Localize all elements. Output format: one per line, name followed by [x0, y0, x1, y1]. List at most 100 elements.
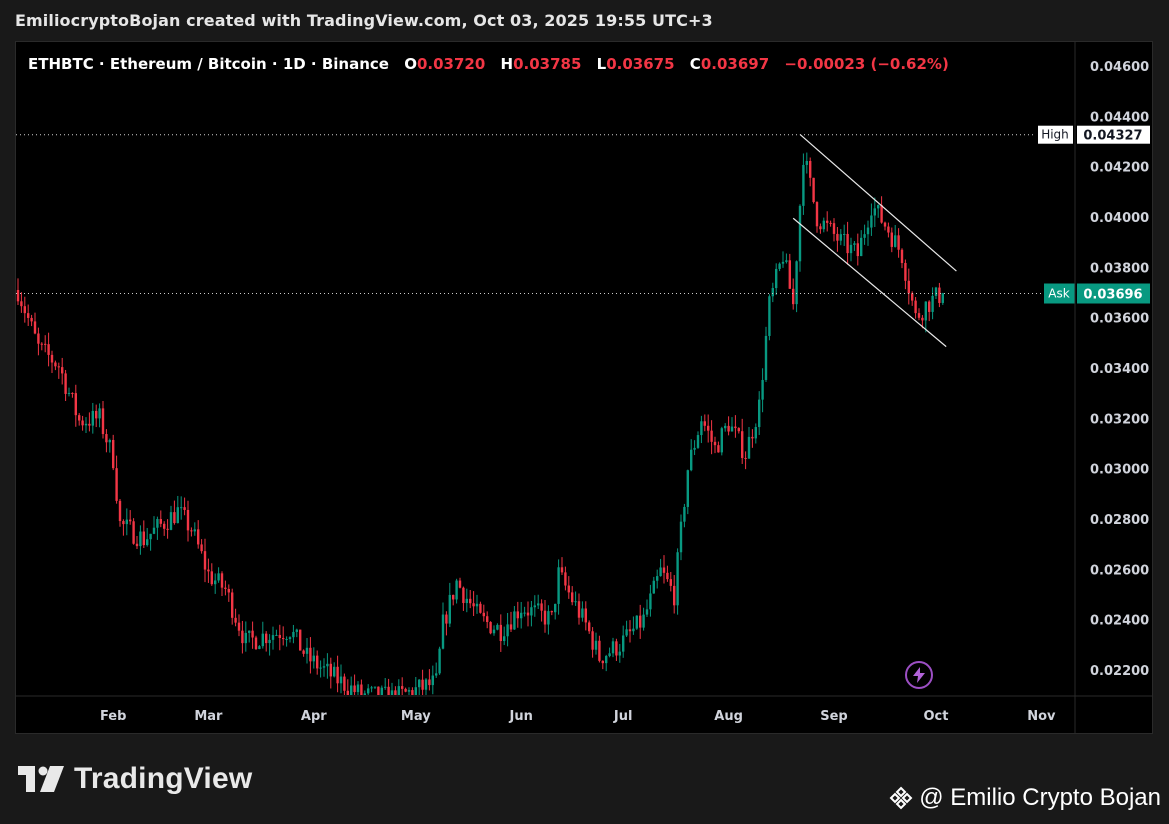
candle-body [343, 676, 346, 691]
candle-body [557, 567, 560, 604]
candle-body [938, 287, 941, 303]
candle-body [863, 234, 866, 238]
candle-body [628, 629, 632, 632]
candle-body [486, 616, 489, 623]
candle-body [588, 622, 591, 632]
high-value: 0.03785 [513, 55, 582, 73]
candle-body [445, 614, 448, 624]
candle-body [356, 684, 360, 693]
candle-body [322, 666, 326, 668]
candle-body [81, 420, 84, 426]
candle-body [319, 667, 322, 669]
candle-body [404, 688, 407, 692]
candle-body [278, 634, 281, 639]
candle-body [931, 295, 934, 312]
candle-body [329, 663, 332, 677]
candle-body [27, 313, 30, 318]
y-tick-label: 0.04400 [1090, 110, 1149, 125]
lightning-icon[interactable] [905, 661, 933, 689]
candle-body [479, 603, 482, 613]
candle-body [900, 249, 904, 264]
y-tick-label: 0.02800 [1090, 513, 1149, 528]
candle-body [815, 202, 819, 227]
candle-body [71, 392, 74, 394]
candle-body [98, 408, 101, 419]
candle-body [448, 594, 451, 624]
candle-body [282, 638, 285, 640]
ask-label: Ask [1048, 287, 1069, 301]
x-tick-label: Apr [301, 709, 327, 724]
candle-body [880, 205, 883, 223]
candle-body [299, 629, 302, 651]
candle-body [795, 261, 798, 305]
candle-body [666, 572, 669, 580]
candle-body [877, 205, 880, 209]
low-value: 0.03675 [606, 55, 675, 73]
candle-body [414, 687, 417, 695]
candle-body [713, 441, 717, 446]
candle-body [207, 569, 210, 572]
candle-body [101, 408, 105, 435]
candle-body [401, 686, 404, 689]
candles [16, 152, 944, 695]
candle-body [275, 634, 278, 636]
candle-body [567, 585, 570, 593]
symbol-label[interactable]: ETHBTC · Ethereum / Bitcoin · 1D · Binan… [28, 55, 389, 73]
candle-body [200, 544, 203, 552]
candle-body [78, 415, 81, 421]
chart-frame[interactable]: High 0.04327 Ask 0.03696 0.04600 0.04400 0.04… [15, 41, 1153, 734]
candle-body [639, 615, 642, 628]
candle-body [747, 436, 751, 459]
candle-body [135, 543, 139, 547]
candle-body [652, 580, 655, 594]
candle-body [152, 527, 156, 534]
candle-body [346, 690, 349, 695]
candle-body [397, 686, 400, 695]
y-tick-label: 0.02600 [1090, 563, 1149, 578]
candle-body [384, 686, 387, 688]
candle-body [941, 293, 944, 303]
candle-body [387, 686, 390, 695]
author-watermark: @ Emilio Crypto Bojan [889, 784, 1161, 812]
candle-body [309, 647, 312, 662]
candle-body [227, 588, 230, 593]
candle-body [700, 421, 703, 436]
candle-body [50, 354, 54, 363]
candle-body [843, 233, 846, 235]
candle-body [105, 434, 108, 443]
candle-body [118, 500, 122, 522]
candle-body [530, 607, 533, 616]
candle-body [462, 587, 465, 604]
candle-body [618, 651, 621, 656]
candle-body [438, 648, 441, 674]
candle-body [149, 533, 152, 540]
candle-body [390, 690, 394, 695]
candle-body [826, 220, 829, 223]
candle-body [88, 423, 91, 426]
candle-body [30, 317, 33, 322]
candle-body [367, 688, 370, 694]
candle-body [333, 666, 336, 677]
candle-body [224, 587, 227, 589]
candle-body [734, 426, 737, 429]
candle-body [778, 263, 781, 269]
candle-body [781, 261, 785, 264]
candle-body [836, 233, 839, 241]
candle-body [717, 445, 720, 453]
candle-body [288, 637, 292, 640]
x-tick-label: Jun [509, 709, 533, 724]
tradingview-logo-text: TradingView [74, 762, 253, 795]
candle-body [482, 612, 485, 617]
candle-body [540, 603, 543, 611]
candle-body [846, 233, 849, 254]
y-tick-label: 0.02200 [1090, 664, 1149, 679]
axes: 0.04600 0.04400 0.04200 0.04000 0.03800 0.036… [16, 42, 1152, 733]
candle-body [496, 624, 499, 630]
author-label: @ Emilio Crypto Bojan [919, 784, 1161, 811]
candle-body [635, 615, 638, 629]
candle-body [730, 426, 734, 432]
candle-body [550, 611, 553, 613]
candle-body [169, 512, 173, 530]
close-value: 0.03697 [700, 55, 770, 73]
